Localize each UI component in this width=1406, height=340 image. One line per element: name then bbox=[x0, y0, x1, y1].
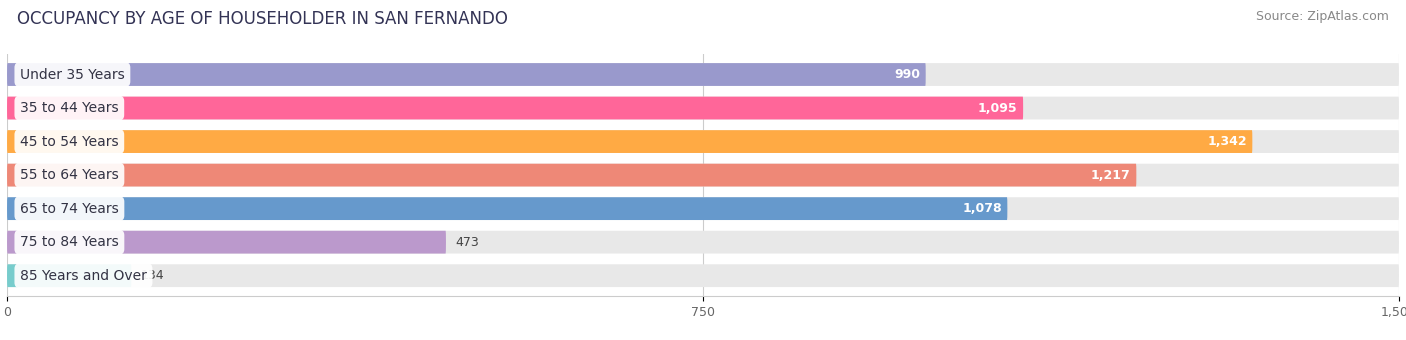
FancyBboxPatch shape bbox=[7, 97, 1024, 119]
Text: 134: 134 bbox=[141, 269, 165, 282]
Text: 65 to 74 Years: 65 to 74 Years bbox=[20, 202, 118, 216]
FancyBboxPatch shape bbox=[7, 63, 1399, 86]
FancyBboxPatch shape bbox=[7, 63, 925, 86]
FancyBboxPatch shape bbox=[7, 164, 1399, 187]
FancyBboxPatch shape bbox=[7, 231, 446, 254]
FancyBboxPatch shape bbox=[7, 264, 131, 287]
Text: 55 to 64 Years: 55 to 64 Years bbox=[20, 168, 118, 182]
FancyBboxPatch shape bbox=[7, 264, 1399, 287]
Text: 75 to 84 Years: 75 to 84 Years bbox=[20, 235, 118, 249]
Text: 473: 473 bbox=[456, 236, 479, 249]
FancyBboxPatch shape bbox=[7, 130, 1399, 153]
FancyBboxPatch shape bbox=[7, 197, 1399, 220]
Text: Under 35 Years: Under 35 Years bbox=[20, 68, 125, 82]
Text: 35 to 44 Years: 35 to 44 Years bbox=[20, 101, 118, 115]
FancyBboxPatch shape bbox=[7, 97, 1399, 119]
Text: 1,095: 1,095 bbox=[979, 102, 1018, 115]
Text: 85 Years and Over: 85 Years and Over bbox=[20, 269, 146, 283]
Text: OCCUPANCY BY AGE OF HOUSEHOLDER IN SAN FERNANDO: OCCUPANCY BY AGE OF HOUSEHOLDER IN SAN F… bbox=[17, 10, 508, 28]
FancyBboxPatch shape bbox=[7, 130, 1253, 153]
FancyBboxPatch shape bbox=[7, 231, 1399, 254]
Text: 1,342: 1,342 bbox=[1208, 135, 1247, 148]
Text: 45 to 54 Years: 45 to 54 Years bbox=[20, 135, 118, 149]
FancyBboxPatch shape bbox=[7, 197, 1007, 220]
FancyBboxPatch shape bbox=[7, 164, 1136, 187]
Text: 990: 990 bbox=[894, 68, 920, 81]
Text: 1,078: 1,078 bbox=[962, 202, 1002, 215]
Text: 1,217: 1,217 bbox=[1091, 169, 1130, 182]
Text: Source: ZipAtlas.com: Source: ZipAtlas.com bbox=[1256, 10, 1389, 23]
